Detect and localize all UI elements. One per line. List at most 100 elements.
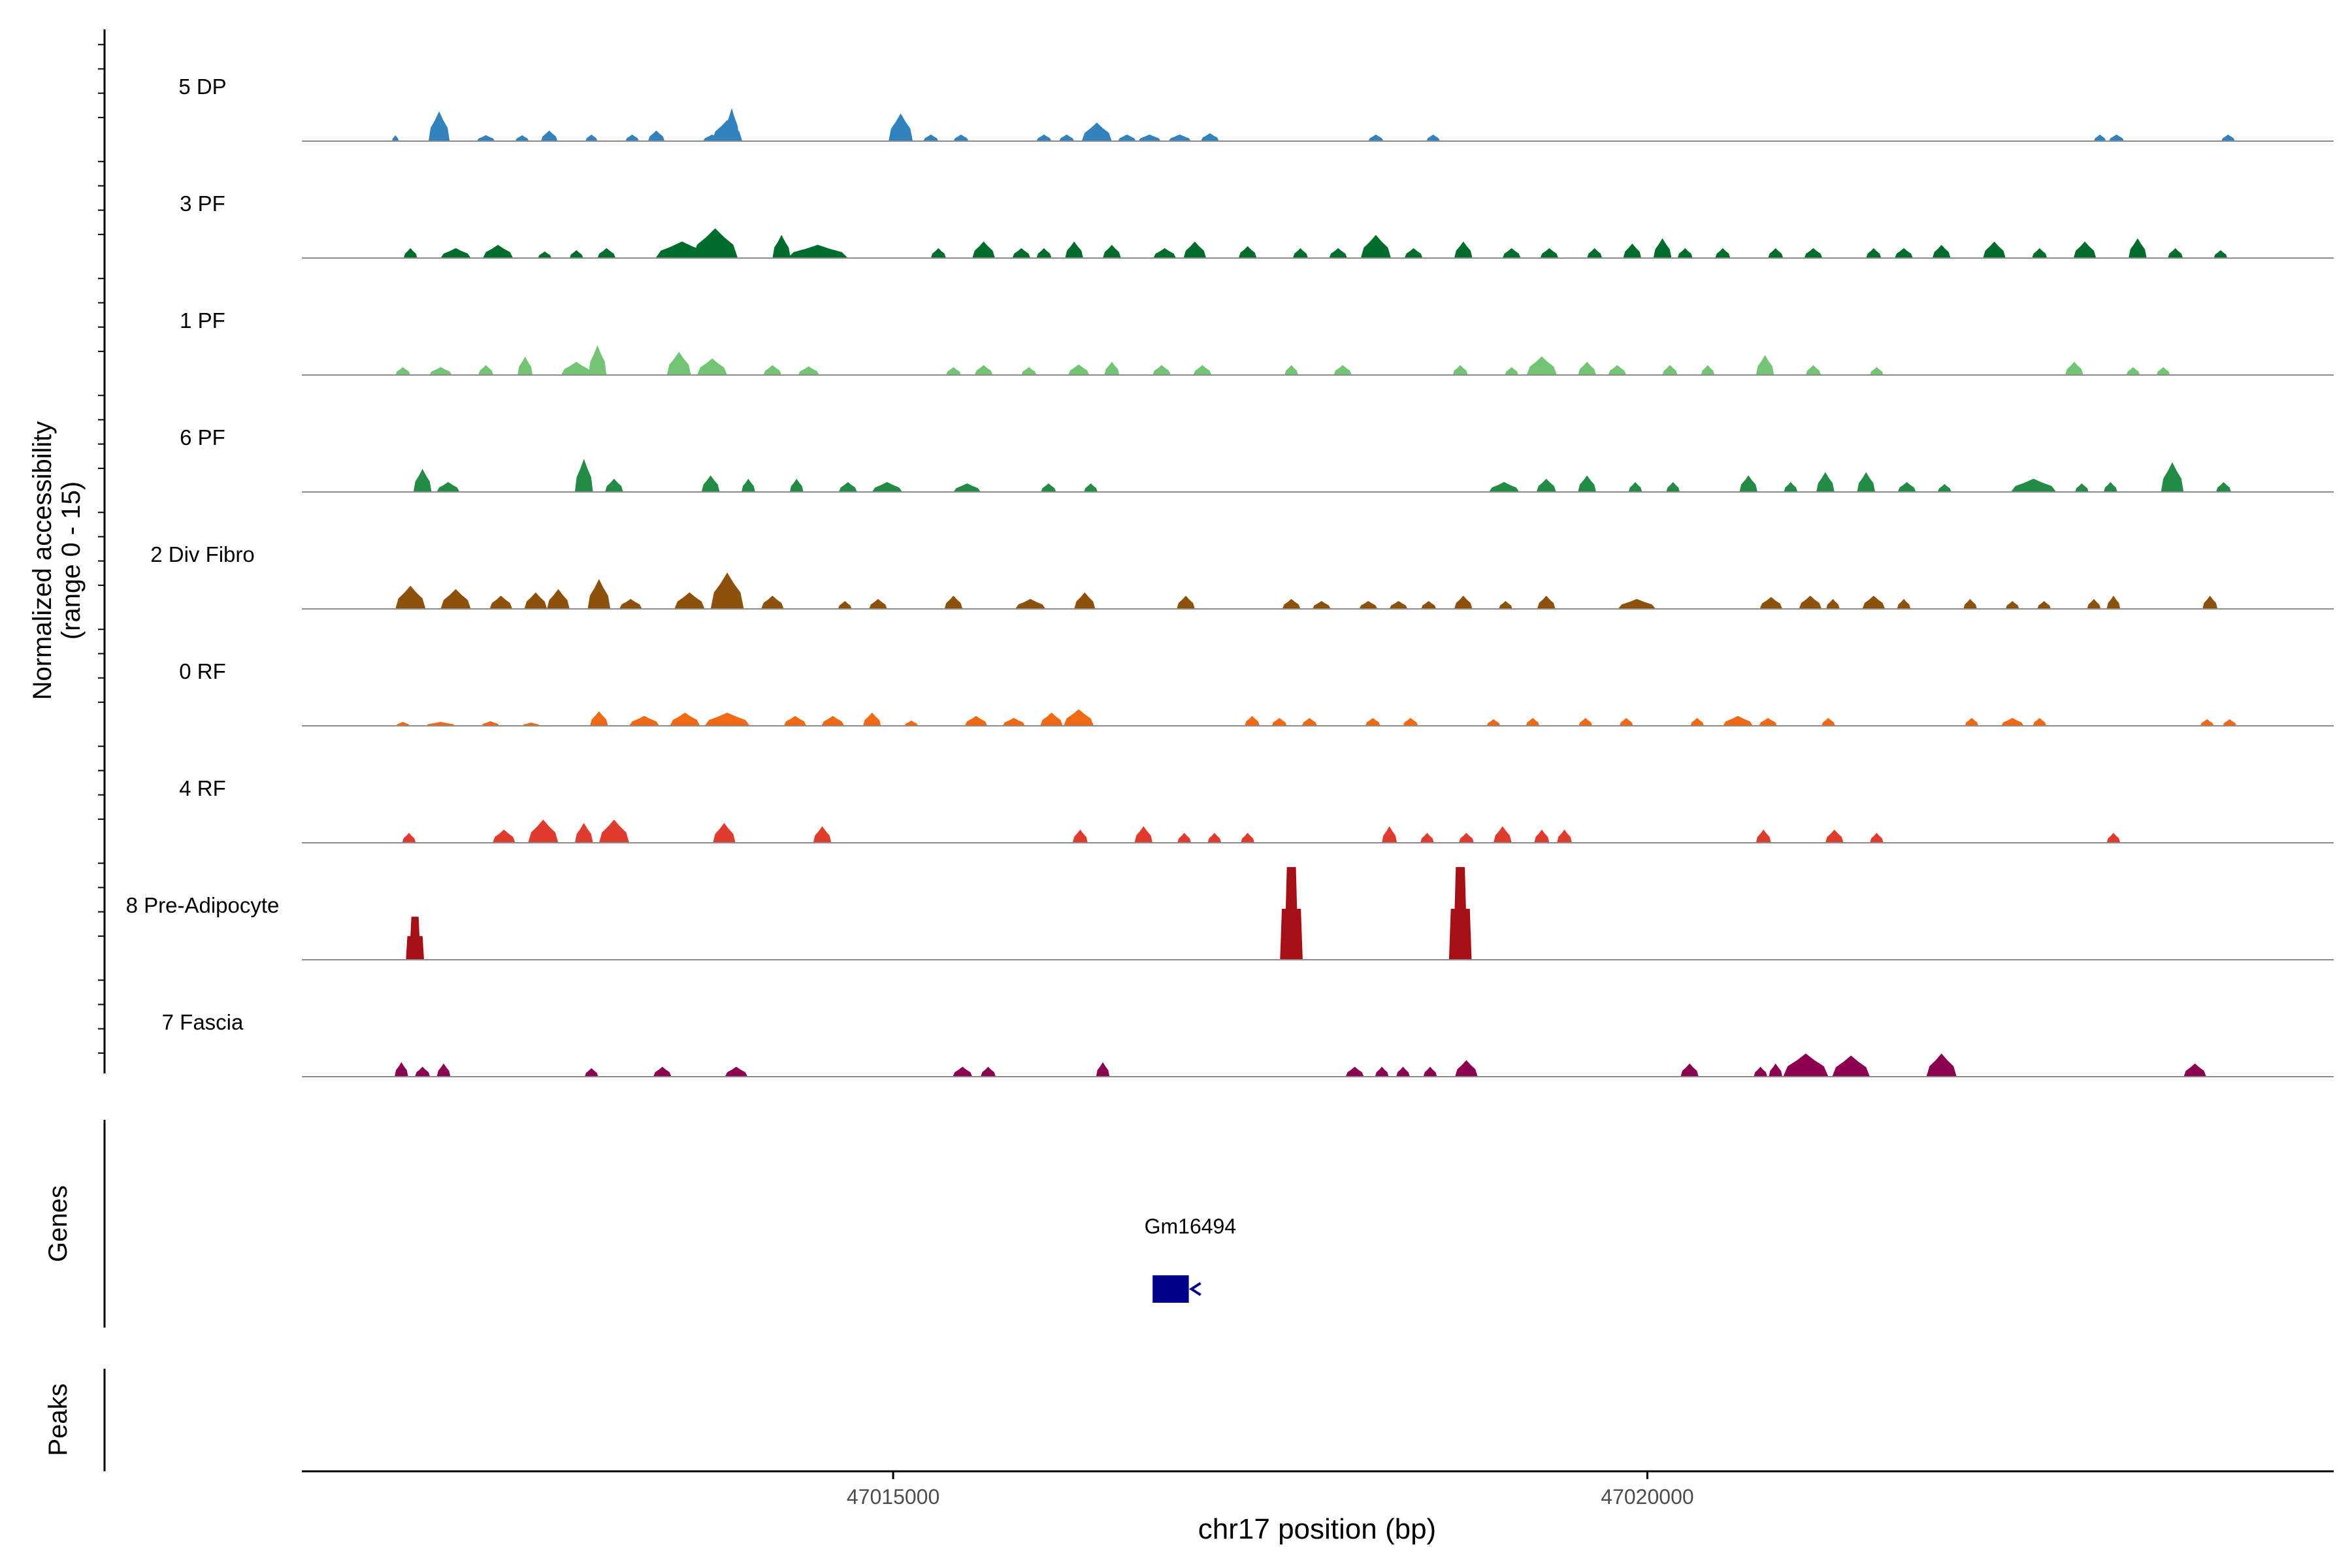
- track-0-rf: 0 RF: [179, 659, 2334, 727]
- peak-area: [2213, 250, 2228, 258]
- peak-area: [1759, 717, 1778, 726]
- peak-area: [889, 113, 913, 141]
- peak-area: [1769, 1063, 1783, 1077]
- peak-area: [1241, 832, 1255, 843]
- peak-area: [1183, 241, 1207, 258]
- peak-area: [813, 826, 832, 843]
- peak-area: [1619, 717, 1633, 726]
- peak-area: [394, 1062, 408, 1077]
- peak-area: [2202, 595, 2218, 609]
- peak-area: [598, 819, 630, 843]
- peak-area: [589, 711, 608, 726]
- peak-area: [1134, 826, 1153, 843]
- peak-area: [561, 361, 592, 375]
- track-6-pf: 6 PF: [180, 425, 2334, 493]
- peak-area: [1526, 717, 1540, 726]
- peak-area: [1074, 592, 1096, 609]
- peak-area: [763, 365, 782, 375]
- peak-area: [1404, 248, 1423, 258]
- peak-area: [1455, 1060, 1478, 1077]
- peak-area: [923, 134, 939, 141]
- peak-area: [666, 351, 691, 375]
- peak-area: [1784, 482, 1798, 492]
- peak-area: [1458, 832, 1474, 843]
- peak-area: [1540, 248, 1559, 258]
- peak-area: [1359, 600, 1378, 609]
- coverage-y-axis: [98, 29, 106, 1073]
- peak-area: [704, 712, 750, 726]
- peak-area: [670, 712, 700, 726]
- peak-area: [1756, 355, 1774, 375]
- peak-area: [798, 366, 819, 375]
- peak-area: [1662, 365, 1678, 375]
- peak-area: [1505, 367, 1519, 375]
- peak-area: [1486, 719, 1501, 726]
- peak-area: [1556, 829, 1573, 843]
- peak-area: [436, 1063, 451, 1077]
- peak-area: [787, 244, 848, 258]
- peak-area: [1722, 715, 1754, 726]
- peak-area: [569, 250, 583, 258]
- peak-area: [872, 482, 902, 492]
- peak-area: [1420, 832, 1434, 843]
- peak-area: [1454, 241, 1473, 258]
- x-axis-title: chr17 position (bp): [1198, 1513, 1436, 1545]
- peak-area: [1168, 134, 1192, 141]
- peak-area: [478, 365, 494, 375]
- peak-area: [1081, 122, 1112, 141]
- peak-area: [944, 595, 963, 609]
- x-tick-label: 47020000: [1601, 1485, 1693, 1509]
- peak-area: [1499, 600, 1512, 609]
- peak-area: [585, 134, 598, 141]
- peak-area: [1826, 598, 1840, 609]
- peak-area: [413, 468, 432, 492]
- peak-area: [821, 715, 845, 726]
- peak-area: [2065, 361, 2083, 375]
- peak-area: [2223, 719, 2237, 726]
- peak-area: [2001, 717, 2024, 726]
- peak-area: [440, 248, 471, 258]
- gene-strand-arrow: [1188, 1282, 1201, 1296]
- peak-area: [588, 345, 607, 375]
- peak-area: [945, 367, 961, 375]
- peak-area: [2215, 482, 2231, 492]
- peak-area: [483, 244, 514, 258]
- peak-area: [1608, 365, 1627, 375]
- peak-area: [869, 598, 887, 609]
- peak-area: [772, 235, 791, 258]
- peak-area: [517, 356, 533, 375]
- peak-area: [1680, 1063, 1699, 1077]
- peak-area: [1193, 365, 1212, 375]
- track-label: 2 Div Fibro: [150, 542, 255, 566]
- peak-area: [2005, 600, 2019, 609]
- track-label: 0 RF: [179, 659, 226, 683]
- genes-track: Gm16494: [1145, 1215, 1236, 1303]
- track-3-pf: 3 PF: [180, 191, 2334, 259]
- peak-area: [2168, 248, 2183, 258]
- peak-area: [1177, 832, 1192, 843]
- peak-area: [1368, 134, 1384, 141]
- peak-area: [1489, 482, 1520, 492]
- peak-area: [1870, 832, 1884, 843]
- track-7-fascia: 7 Fascia: [162, 1010, 2334, 1077]
- peak-area: [1040, 712, 1063, 726]
- track-2-div-fibro: 2 Div Fibro: [150, 542, 2334, 610]
- peak-area: [953, 1066, 973, 1077]
- peak-area: [1403, 717, 1418, 726]
- peak-area: [1534, 829, 1550, 843]
- peak-area: [1759, 596, 1783, 609]
- peak-area: [1104, 361, 1120, 375]
- peak-area: [1623, 243, 1642, 258]
- y-axis-range-label: (range 0 - 15): [57, 482, 86, 640]
- peak-area: [1375, 1066, 1389, 1077]
- peak-area: [1502, 248, 1521, 258]
- peak-area: [402, 832, 416, 843]
- peak-area: [1821, 717, 1835, 726]
- track-8-pre-adipocyte: 8 Pre-Adipocyte: [126, 867, 2334, 960]
- peak-area: [1452, 365, 1468, 375]
- peak-area: [574, 459, 593, 492]
- peak-area: [1012, 248, 1031, 258]
- track-label: 1 PF: [180, 308, 225, 333]
- y-axis-label: Normalized accessibility: [28, 421, 57, 700]
- peak-area: [2075, 483, 2089, 492]
